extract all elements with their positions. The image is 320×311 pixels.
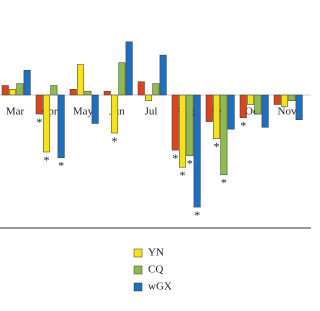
bar: [35, 94, 43, 115]
bar: [247, 94, 255, 105]
bar: [84, 90, 92, 96]
x-tick-label: Mar: [6, 106, 25, 118]
bar: [111, 94, 119, 134]
bar: [171, 94, 179, 151]
legend-label: YN: [148, 247, 164, 259]
bar: [295, 94, 303, 120]
bar: [57, 94, 65, 158]
bar: [254, 94, 262, 115]
legend-swatch: [133, 248, 143, 258]
bar: [205, 94, 213, 122]
x-tick-label: Nov: [278, 106, 297, 118]
significance-mark: *: [36, 115, 42, 129]
significance-mark: *: [221, 176, 227, 190]
x-tick-label: May: [73, 106, 94, 118]
bar: [9, 89, 17, 96]
bar: [145, 94, 153, 101]
bar: [43, 94, 51, 153]
significance-mark: *: [240, 119, 246, 133]
bar: [273, 94, 281, 105]
bar: [213, 94, 221, 139]
bar: [227, 94, 235, 130]
significance-mark: *: [180, 168, 186, 182]
bar: [91, 94, 99, 124]
bar: [23, 70, 31, 96]
bar: [288, 94, 296, 101]
bar: [186, 94, 194, 157]
chart: MarApr***MayJun*JulAug****Sep**Oct*NovYN…: [0, 41, 311, 293]
bar: [118, 62, 126, 96]
legend-label: wGX: [148, 281, 172, 293]
x-tick-label: Jul: [145, 106, 158, 118]
bar: [77, 64, 85, 96]
bar: [159, 54, 167, 96]
bar: [50, 85, 58, 96]
bar: [239, 94, 247, 119]
significance-mark: *: [187, 157, 193, 171]
significance-mark: *: [172, 151, 178, 165]
significance-mark: *: [214, 139, 220, 153]
bar: [179, 94, 187, 168]
bar: [281, 94, 289, 107]
bar: [261, 94, 269, 128]
bar: [152, 83, 160, 96]
bar: [220, 94, 228, 176]
bar: [137, 81, 145, 96]
significance-mark: *: [44, 153, 50, 167]
legend-label: CQ: [148, 264, 163, 276]
legend-swatch: [133, 265, 143, 275]
bar: [16, 83, 24, 96]
significance-mark: *: [58, 158, 64, 172]
bar: [193, 94, 201, 208]
significance-mark: *: [194, 208, 200, 222]
significance-mark: *: [112, 134, 118, 148]
bar: [103, 90, 111, 96]
legend-swatch: [133, 282, 143, 292]
bar: [125, 41, 133, 96]
bar: [1, 85, 9, 96]
bar: [69, 89, 77, 96]
